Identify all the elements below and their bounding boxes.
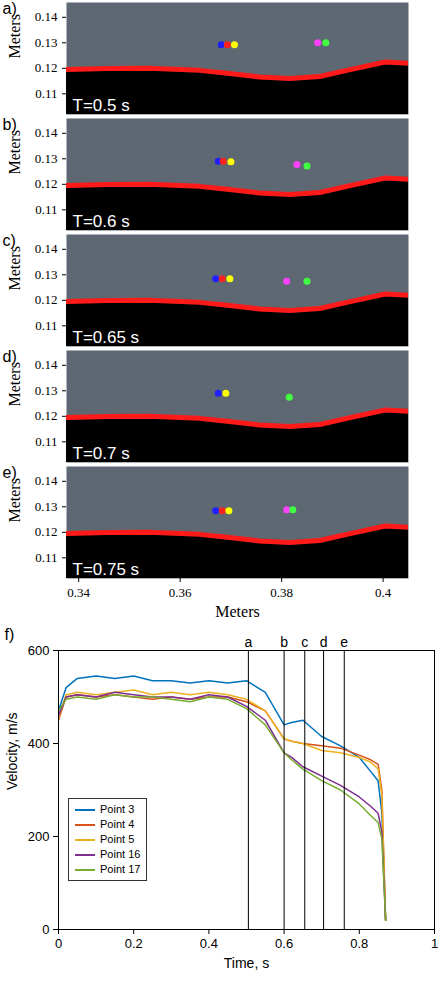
svg-text:0.8: 0.8 [350, 936, 368, 951]
svg-text:0.11: 0.11 [35, 86, 57, 101]
svg-text:1: 1 [431, 936, 438, 951]
svg-text:0.14: 0.14 [35, 125, 58, 140]
svg-text:0.13: 0.13 [35, 383, 58, 398]
svg-text:0.36: 0.36 [169, 585, 192, 600]
svg-text:0: 0 [42, 922, 49, 937]
svg-text:0.13: 0.13 [35, 499, 58, 514]
svg-text:T=0.65 s: T=0.65 s [73, 328, 140, 347]
svg-text:400: 400 [28, 736, 50, 751]
svg-text:Meters: Meters [6, 478, 23, 522]
html-text:Point 4: Point 4 [100, 818, 135, 830]
svg-text:0.11: 0.11 [35, 318, 57, 333]
svg-text:Meters: Meters [6, 362, 23, 406]
html-text:Point 3: Point 3 [100, 803, 135, 815]
svg-text:0.11: 0.11 [35, 202, 57, 217]
svg-text:e): e) [2, 463, 17, 481]
svg-text:0: 0 [55, 936, 62, 951]
svg-text:600: 600 [28, 643, 50, 658]
svg-text:T=0.5 s: T=0.5 s [73, 96, 130, 115]
svg-text:0.2: 0.2 [125, 936, 143, 951]
svg-text:Time, s: Time, s [224, 955, 269, 971]
svg-text:Velocity, m/s: Velocity, m/s [4, 712, 20, 790]
svg-text:T=0.6 s: T=0.6 s [73, 212, 130, 231]
svg-text:0.12: 0.12 [35, 292, 58, 307]
svg-text:T=0.7 s: T=0.7 s [73, 444, 130, 463]
svg-text:T=0.75 s: T=0.75 s [73, 560, 140, 579]
svg-text:a: a [244, 634, 252, 650]
svg-text:0.14: 0.14 [35, 9, 58, 24]
svg-text:0.13: 0.13 [35, 267, 58, 282]
svg-text:0.4: 0.4 [200, 936, 218, 951]
svg-text:c): c) [2, 231, 16, 249]
svg-text:0.12: 0.12 [35, 524, 58, 539]
svg-text:0.38: 0.38 [270, 585, 293, 600]
svg-text:0.14: 0.14 [35, 241, 58, 256]
svg-text:c: c [301, 634, 308, 650]
html-text:Point 17: Point 17 [100, 863, 141, 875]
svg-text:Meters: Meters [6, 246, 23, 290]
svg-text:0.13: 0.13 [35, 35, 58, 50]
html-text:Point 5: Point 5 [100, 833, 135, 845]
svg-text:0.13: 0.13 [35, 151, 58, 166]
svg-text:0.12: 0.12 [35, 176, 58, 191]
svg-text:200: 200 [28, 829, 50, 844]
svg-text:0.12: 0.12 [35, 60, 58, 75]
svg-text:0.6: 0.6 [275, 936, 293, 951]
svg-text:Meters: Meters [6, 130, 23, 174]
svg-text:d): d) [2, 347, 17, 365]
svg-text:0.12: 0.12 [35, 408, 58, 423]
svg-text:0.11: 0.11 [35, 550, 57, 565]
svg-text:a): a) [2, 0, 17, 17]
svg-text:e: e [340, 634, 348, 650]
svg-text:f): f) [5, 626, 15, 643]
svg-text:0.34: 0.34 [67, 585, 90, 600]
svg-text:d: d [320, 634, 328, 650]
svg-text:0.14: 0.14 [35, 473, 58, 488]
svg-text:Meters: Meters [215, 603, 259, 620]
svg-text:0.11: 0.11 [35, 434, 57, 449]
svg-text:0.4: 0.4 [375, 585, 392, 600]
svg-text:0.14: 0.14 [35, 357, 58, 372]
svg-text:b): b) [2, 115, 17, 133]
svg-text:Meters: Meters [6, 14, 23, 58]
html-text:Point 16: Point 16 [100, 848, 141, 860]
svg-text:b: b [280, 634, 288, 650]
